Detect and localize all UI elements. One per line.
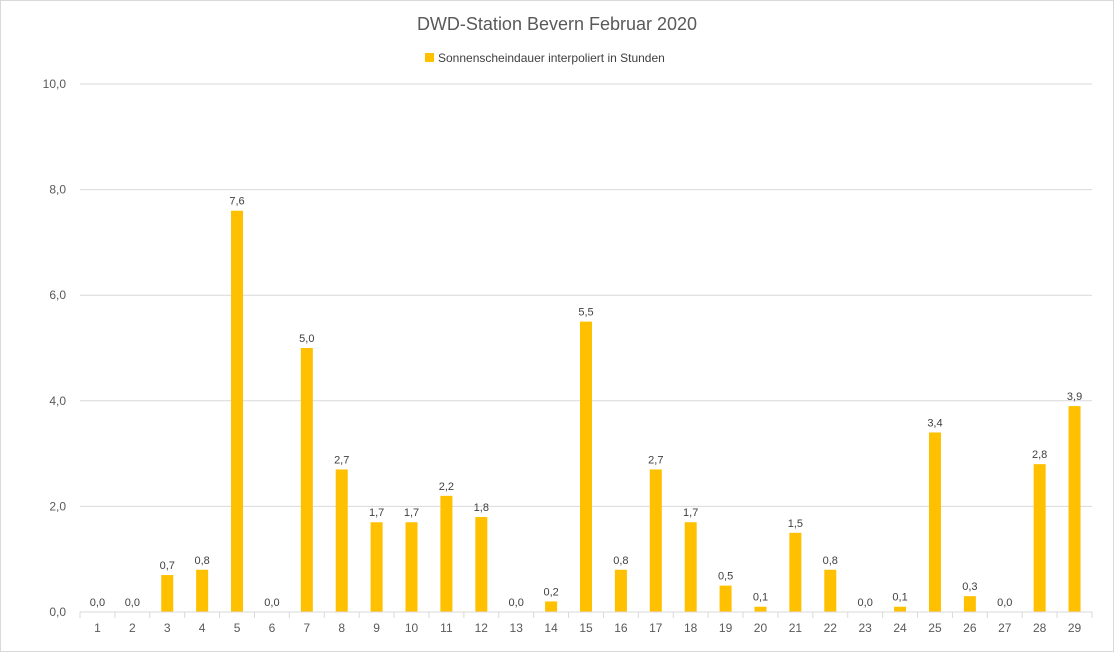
data-label: 1,7 xyxy=(683,507,698,519)
x-tick-label: 29 xyxy=(1068,621,1082,635)
bar xyxy=(928,432,941,612)
y-tick-label: 2,0 xyxy=(49,499,66,513)
x-tick-label: 1 xyxy=(94,621,101,635)
data-label: 3,9 xyxy=(1067,391,1082,403)
x-tick-label: 9 xyxy=(373,621,380,635)
bar xyxy=(300,348,313,612)
bar xyxy=(475,516,488,612)
legend-label: Sonnenscheindauer interpoliert in Stunde… xyxy=(438,51,665,65)
x-tick-label: 8 xyxy=(338,621,345,635)
x-tick-label: 28 xyxy=(1033,621,1047,635)
data-label: 0,0 xyxy=(997,597,1012,609)
data-label: 0,0 xyxy=(264,597,279,609)
data-label: 0,0 xyxy=(90,597,105,609)
bar xyxy=(894,606,907,612)
data-label: 7,6 xyxy=(229,196,244,208)
data-label: 0,5 xyxy=(718,571,733,583)
data-label: 0,0 xyxy=(858,597,873,609)
x-tick-label: 18 xyxy=(684,621,698,635)
x-tick-label: 14 xyxy=(544,621,558,635)
bar xyxy=(824,569,837,612)
x-tick-label: 17 xyxy=(649,621,663,635)
bar xyxy=(1033,464,1046,612)
data-label: 0,0 xyxy=(125,597,140,609)
data-label: 3,4 xyxy=(927,417,942,429)
x-tick-label: 15 xyxy=(579,621,593,635)
x-tick-label: 4 xyxy=(199,621,206,635)
bar xyxy=(649,469,662,612)
x-tick-label: 27 xyxy=(998,621,1012,635)
x-tick-label: 22 xyxy=(824,621,838,635)
x-tick-label: 25 xyxy=(928,621,942,635)
y-tick-label: 8,0 xyxy=(49,183,66,197)
bar xyxy=(754,606,767,612)
data-label: 2,2 xyxy=(439,481,454,493)
data-label: 1,7 xyxy=(369,507,384,519)
legend-swatch xyxy=(425,53,434,62)
data-label: 0,0 xyxy=(509,597,524,609)
x-tick-label: 23 xyxy=(858,621,872,635)
x-tick-label: 6 xyxy=(269,621,276,635)
x-tick-label: 16 xyxy=(614,621,628,635)
x-tick-label: 21 xyxy=(789,621,803,635)
data-label: 2,7 xyxy=(334,454,349,466)
data-label: 2,8 xyxy=(1032,449,1047,461)
bar xyxy=(789,532,802,612)
data-label: 0,7 xyxy=(160,560,175,572)
bar xyxy=(963,596,976,612)
y-tick-label: 4,0 xyxy=(49,394,66,408)
data-label: 0,1 xyxy=(892,592,907,604)
x-tick-label: 20 xyxy=(754,621,768,635)
bar xyxy=(580,321,592,612)
x-tick-label: 10 xyxy=(405,621,419,635)
y-tick-label: 0,0 xyxy=(49,605,66,619)
x-axis: 1 2 3 4 5 6 7 8 9 10 11 12 13 14 15 16 17 18 19 20 21 22 23 24 2… xyxy=(79,611,1093,635)
x-tick-label: 5 xyxy=(234,621,241,635)
bar xyxy=(405,522,418,612)
data-label: 0,2 xyxy=(543,586,558,598)
chart-title: DWD-Station Bevern Februar 2020 xyxy=(417,14,697,34)
x-tick-label: 24 xyxy=(893,621,907,635)
bar xyxy=(231,210,244,612)
x-tick-label: 26 xyxy=(963,621,977,635)
bar xyxy=(161,575,174,612)
x-tick-label: 3 xyxy=(164,621,171,635)
data-label: 5,0 xyxy=(299,333,314,345)
x-tick-label: 11 xyxy=(440,621,453,635)
x-tick-label: 2 xyxy=(129,621,136,635)
bar xyxy=(440,495,453,612)
data-label: 0,3 xyxy=(962,581,977,593)
data-label: 0,8 xyxy=(823,555,838,567)
data-label: 0,1 xyxy=(753,592,768,604)
data-label: 1,5 xyxy=(788,518,803,530)
y-tick-label: 10,0 xyxy=(43,77,67,91)
data-label: 1,7 xyxy=(404,507,419,519)
data-label: 0,8 xyxy=(194,555,209,567)
x-tick-label: 19 xyxy=(719,621,733,635)
data-label: 0,8 xyxy=(613,555,628,567)
bar xyxy=(614,569,627,612)
x-tick-label: 12 xyxy=(475,621,489,635)
bar xyxy=(335,469,348,612)
bar xyxy=(719,585,732,612)
bar xyxy=(370,522,383,612)
bar xyxy=(1068,406,1081,612)
bar xyxy=(545,601,558,612)
y-tick-label: 6,0 xyxy=(49,288,66,302)
data-label: 5,5 xyxy=(578,307,593,319)
y-axis: 0,0 2,0 4,0 6,0 8,0 10,0 xyxy=(43,77,67,619)
bar xyxy=(684,522,697,612)
x-tick-label: 7 xyxy=(303,621,310,635)
legend: Sonnenscheindauer interpoliert in Stunde… xyxy=(425,51,665,65)
bar xyxy=(196,569,209,612)
data-label: 1,8 xyxy=(474,502,489,514)
x-tick-label: 13 xyxy=(510,621,524,635)
bars: 0,0 0,0 0,7 0,8 7,6 0,0 5,0 2,7 1,7 1,7 2,2 1,8 0,0 0… xyxy=(90,196,1082,612)
data-label: 2,7 xyxy=(648,454,663,466)
